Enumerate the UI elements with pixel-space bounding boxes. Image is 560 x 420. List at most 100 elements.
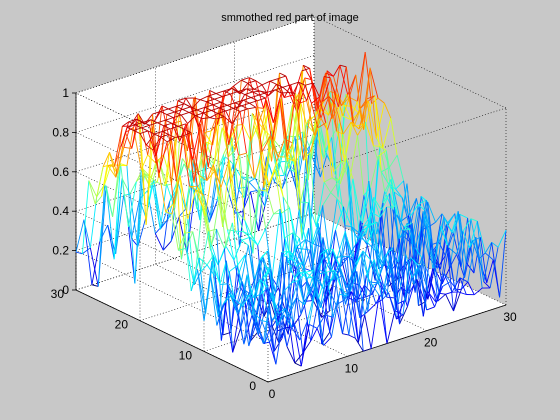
mesh-segment [258, 189, 267, 229]
mesh-segment [238, 274, 248, 313]
mesh-segment [146, 190, 156, 234]
mesh-segment [348, 297, 357, 303]
mesh-segment [189, 185, 198, 188]
mesh-segment [188, 109, 198, 113]
mesh-segment [261, 80, 271, 86]
mesh-segment [374, 95, 384, 148]
mesh-segment [248, 177, 256, 183]
mesh-segment [244, 91, 253, 95]
mesh-segment [190, 132, 198, 187]
mesh-segment [366, 98, 374, 146]
mesh-segment [187, 219, 195, 285]
mesh-segment [146, 144, 154, 151]
mesh-segment [400, 287, 408, 307]
mesh-segment [258, 100, 268, 124]
mesh-segment [196, 106, 206, 111]
mesh-segment [187, 189, 197, 220]
mesh-segment [206, 164, 214, 181]
mesh-segment [219, 195, 227, 247]
mesh-segment [206, 255, 214, 266]
mesh-segment [380, 171, 389, 183]
mesh-segment [257, 97, 266, 102]
mesh-segment [317, 223, 325, 259]
mesh-segment [254, 178, 264, 197]
mesh-segment [230, 91, 239, 95]
mesh-segment [327, 270, 335, 289]
mesh-segment [268, 83, 277, 96]
mesh-segment [293, 248, 303, 266]
mesh-segment [153, 111, 161, 123]
mesh-segment [224, 222, 233, 249]
mesh-segment [352, 107, 361, 124]
mesh-segment [168, 105, 177, 110]
mesh-segment [143, 172, 153, 183]
mesh-segment [304, 77, 312, 80]
mesh-segment [287, 161, 296, 173]
mesh-segment [393, 191, 403, 198]
mesh-segment [258, 94, 266, 99]
mesh-segment [303, 249, 311, 269]
mesh-segment [331, 294, 340, 338]
mesh-segment [313, 243, 322, 248]
mesh-segment [322, 280, 332, 289]
mesh-segment [157, 122, 164, 127]
mesh-segment [441, 213, 449, 225]
mesh-segment [336, 198, 346, 226]
mesh-segment [443, 273, 451, 282]
mesh-segment [231, 87, 239, 92]
mesh-segment [235, 102, 242, 107]
mesh-segment [168, 108, 175, 113]
mesh-segment [297, 271, 307, 281]
mesh-segment [486, 259, 494, 283]
mesh-segment [229, 125, 237, 140]
mesh-segment [277, 314, 285, 326]
mesh-segment [451, 277, 461, 293]
mesh-segment [395, 188, 403, 198]
mesh-segment [265, 306, 274, 321]
mesh-segment [348, 271, 358, 336]
x-tick-label: 30 [503, 310, 517, 324]
mesh-segment [75, 219, 85, 253]
mesh-segment [312, 82, 320, 98]
mesh-segment [357, 275, 367, 343]
mesh-segment [227, 283, 235, 299]
mesh-segment [233, 281, 243, 299]
mesh-segment [299, 102, 309, 181]
mesh-segment [225, 260, 235, 299]
mesh-segment [262, 267, 270, 279]
mesh-segment [345, 66, 354, 123]
mesh-segment [198, 174, 208, 182]
mesh-segment [421, 226, 430, 259]
mesh-segment [142, 168, 152, 178]
mesh-segment [274, 169, 284, 197]
mesh-segment [264, 131, 272, 207]
mesh-segment [144, 113, 153, 125]
mesh-segment [173, 114, 182, 119]
mesh-segment [271, 98, 281, 142]
mesh-segment [182, 158, 190, 169]
mesh-segment [295, 248, 305, 269]
mesh-segment [450, 281, 459, 293]
mesh-segment [430, 238, 439, 302]
mesh-segment [227, 229, 236, 232]
mesh-segment [336, 131, 346, 161]
mesh-segment [260, 158, 268, 192]
mesh-segment [366, 197, 375, 246]
mesh-segment [315, 181, 325, 227]
mesh-segment [242, 293, 251, 307]
mesh-segment [357, 135, 365, 196]
mesh-segment [316, 272, 325, 275]
mesh-segment [295, 93, 304, 161]
mesh-segment [207, 157, 215, 165]
mesh-segment [368, 100, 377, 139]
mesh-segment [298, 82, 308, 101]
mesh-segment [426, 306, 435, 311]
mesh-segment [325, 122, 333, 178]
mesh-segment [136, 118, 144, 123]
mesh-segment [149, 125, 157, 156]
mesh-segment [448, 247, 457, 255]
mesh-segment [379, 145, 387, 151]
mesh-segment [305, 123, 314, 132]
mesh-segment [259, 100, 268, 139]
mesh-segment [458, 291, 467, 295]
